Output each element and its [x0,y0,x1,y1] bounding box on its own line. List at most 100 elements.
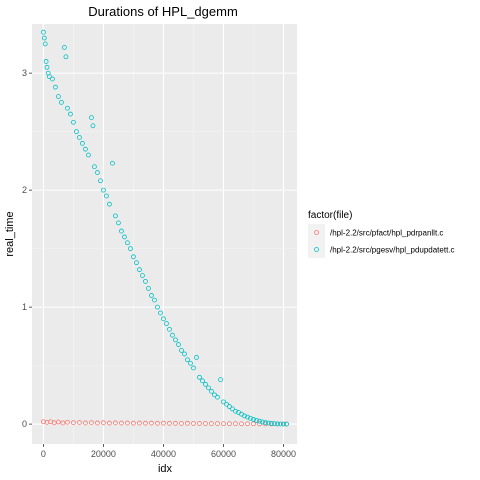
data-point [89,420,94,425]
data-point [212,392,217,398]
data-point [143,278,148,284]
data-point [116,220,121,226]
data-point [233,408,238,414]
data-point [260,419,265,425]
data-point [215,421,220,426]
data-point [107,201,112,207]
data-point [152,297,157,303]
data-point [239,421,244,427]
data-point [197,374,202,380]
legend-title: factor(file) [308,210,352,221]
data-point [149,293,154,298]
data-point [90,123,96,129]
x-axis-title: idx [158,463,173,475]
y-tick-label: 2 [22,185,27,195]
data-point [77,135,82,140]
data-point [56,94,61,99]
data-point [74,129,79,135]
data-point [137,420,142,426]
data-point [230,406,235,412]
data-point [248,415,253,421]
data-point [42,41,48,47]
data-point [44,64,50,70]
data-point [119,420,124,426]
series-2 [41,29,289,427]
x-axis: 0 20000 40000 60000 80000 [41,444,296,459]
legend-key-marker [314,247,319,252]
data-point [41,35,47,41]
data-point [125,240,130,246]
x-tick-label: 40000 [151,449,176,459]
data-point [221,421,226,427]
data-point [47,74,52,80]
data-point [224,401,229,407]
chart-title: Durations of HPL_dgemm [88,4,238,19]
data-point [128,246,133,252]
grid-minor [32,24,297,444]
data-point [164,321,169,326]
data-point [110,160,115,166]
data-point [83,420,88,426]
data-point [95,170,100,175]
series-layer [41,29,289,427]
data-point [185,420,190,426]
data-point [155,304,160,310]
data-point [158,310,163,316]
data-point [218,377,223,383]
data-point [275,421,280,427]
data-point [194,355,199,360]
data-point [119,228,124,234]
data-point [83,146,88,152]
data-point [161,420,166,426]
data-point [80,140,85,146]
data-point [60,420,66,426]
data-point [155,420,160,426]
data-point [245,414,250,420]
data-point [122,234,127,240]
data-point [179,421,184,426]
data-point [89,115,94,120]
data-point [131,420,136,426]
data-point [62,45,67,50]
x-tick-label: 20000 [91,449,116,459]
data-point [191,365,196,371]
data-point [50,76,55,82]
data-point [131,254,136,260]
data-point [284,421,289,427]
data-point [173,337,178,343]
data-point [191,421,196,426]
data-point [63,54,69,60]
data-point [170,332,175,338]
y-tick-label: 1 [22,302,27,312]
data-point [185,357,190,363]
data-point [203,381,208,387]
data-point [272,421,277,427]
data-point [65,105,70,111]
data-point [176,342,181,347]
data-point [43,59,49,64]
data-point [113,420,118,426]
data-point [281,421,286,427]
x-tick-label: 0 [41,449,46,459]
data-point [140,273,145,278]
legend-label: /hpl-2.2/src/pfact/hpl_pdrpanllt.c [330,229,443,238]
data-point [227,421,232,427]
data-point [41,29,46,35]
data-point [203,421,208,426]
data-point [227,404,232,409]
x-tick-label: 80000 [271,449,296,459]
data-point [167,326,172,332]
data-point [221,399,226,405]
data-point [113,213,118,219]
data-point [233,421,238,427]
data-point [182,351,187,357]
data-point [173,420,178,426]
legend-label: /hpl-2.2/src/pgesv/hpl_pdupdatett.c [330,246,455,255]
data-point [125,420,130,426]
data-point [101,420,106,426]
data-point [71,119,76,125]
data-point [134,260,139,266]
data-point [59,99,64,105]
data-point [215,394,220,400]
